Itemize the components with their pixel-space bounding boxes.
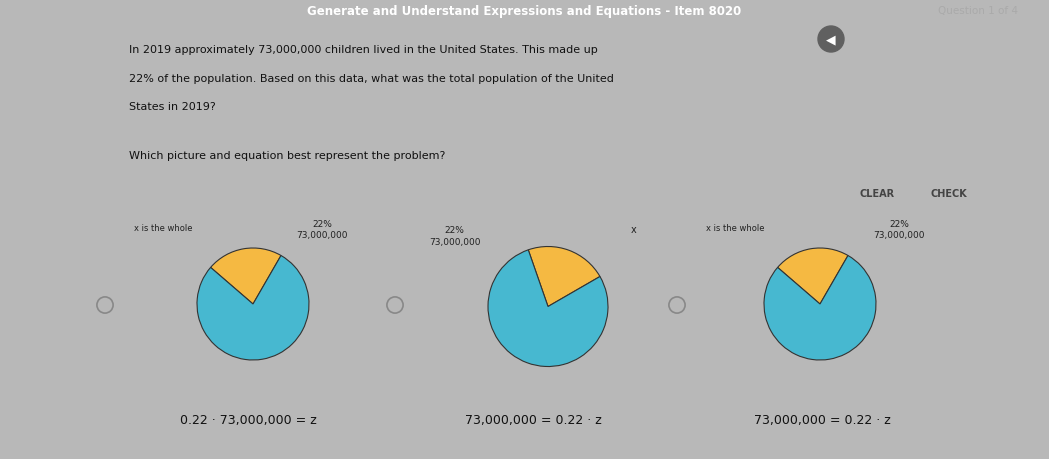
Circle shape: [818, 27, 844, 53]
Text: ◀: ◀: [827, 34, 836, 46]
Text: Which picture and equation best represent the problem?: Which picture and equation best represen…: [129, 151, 446, 161]
Text: Generate and Understand Expressions and Equations - Item 8020: Generate and Understand Expressions and …: [307, 5, 742, 17]
Text: x is the whole: x is the whole: [706, 224, 765, 233]
Text: 22%
73,000,000: 22% 73,000,000: [429, 226, 480, 246]
Text: 22%
73,000,000: 22% 73,000,000: [296, 219, 348, 240]
Text: 22%
73,000,000: 22% 73,000,000: [873, 219, 925, 240]
Text: 0.22 · 73,000,000 = z: 0.22 · 73,000,000 = z: [179, 414, 317, 426]
Wedge shape: [529, 247, 600, 307]
Text: CHECK: CHECK: [930, 189, 967, 199]
Text: 73,000,000 = 0.22 · z: 73,000,000 = 0.22 · z: [465, 414, 601, 426]
Text: Question 1 of 4: Question 1 of 4: [938, 6, 1018, 16]
Text: 73,000,000 = 0.22 · z: 73,000,000 = 0.22 · z: [754, 414, 891, 426]
Wedge shape: [197, 256, 309, 360]
Wedge shape: [211, 248, 281, 304]
Wedge shape: [764, 256, 876, 360]
Text: CLEAR: CLEAR: [860, 189, 895, 199]
Text: x: x: [631, 224, 637, 235]
Wedge shape: [488, 250, 608, 367]
Text: 22% of the population. Based on this data, what was the total population of the : 22% of the population. Based on this dat…: [129, 74, 614, 84]
Text: x is the whole: x is the whole: [134, 224, 192, 233]
Text: In 2019 approximately 73,000,000 children lived in the United States. This made : In 2019 approximately 73,000,000 childre…: [129, 45, 598, 56]
Text: States in 2019?: States in 2019?: [129, 102, 216, 112]
Wedge shape: [777, 248, 848, 304]
